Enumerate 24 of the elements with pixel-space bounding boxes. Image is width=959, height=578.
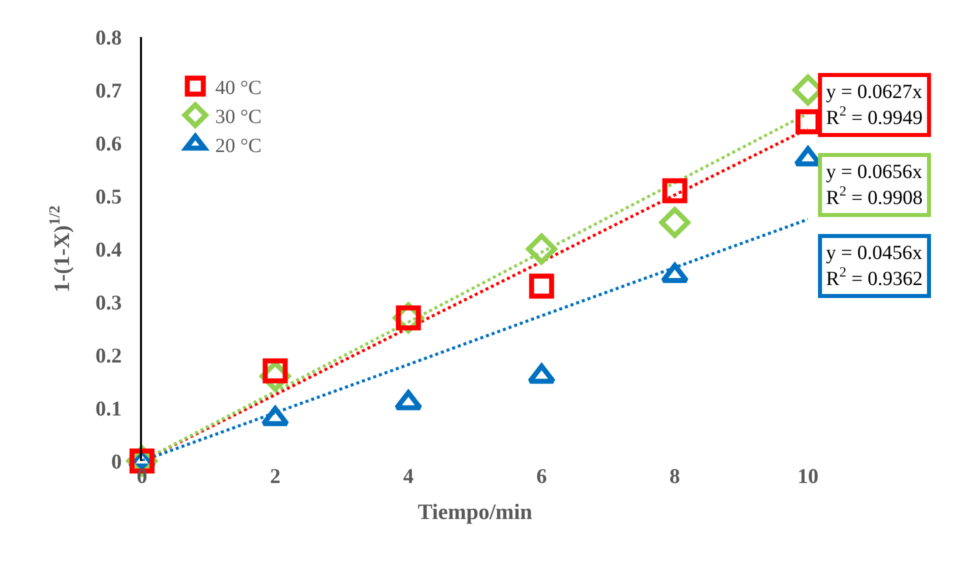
- y-tick-label: 0.5: [96, 184, 122, 208]
- text: y = 0.0627x R$^{2}$ = 0.9949: [826, 81, 923, 129]
- y-tick-label: 0.1: [96, 396, 122, 420]
- legend-label: 40 °C: [215, 76, 262, 99]
- point: [662, 178, 688, 204]
- x-tick-label: 2: [270, 464, 280, 488]
- y-tick-label: 0.4: [96, 237, 122, 262]
- point: [526, 234, 558, 264]
- legend-label: 20 °C: [215, 134, 262, 157]
- y-tick-label: 0.2: [96, 343, 122, 368]
- text: y = 0.0656x R$^{2}$ = 0.9908: [826, 161, 923, 209]
- x-tick-label: 10: [798, 464, 818, 488]
- legend-label: 30 °C: [215, 106, 262, 128]
- y-tick-label: 0.7: [96, 78, 122, 102]
- y-tick-label: 0.6: [96, 131, 122, 156]
- point: [659, 207, 690, 238]
- x-axis-title: Tiempo/min: [418, 498, 532, 524]
- x-tick-label: 4: [403, 464, 414, 488]
- y-tick-label: 0.3: [96, 290, 122, 314]
- text: y = 0.0456x R$^{2}$ = 0.9362: [826, 242, 923, 290]
- y-tick-label: 0.8: [96, 25, 122, 50]
- point: [529, 274, 554, 299]
- x-tick-label: 8: [670, 464, 680, 488]
- x-tick-label: 6: [536, 464, 547, 488]
